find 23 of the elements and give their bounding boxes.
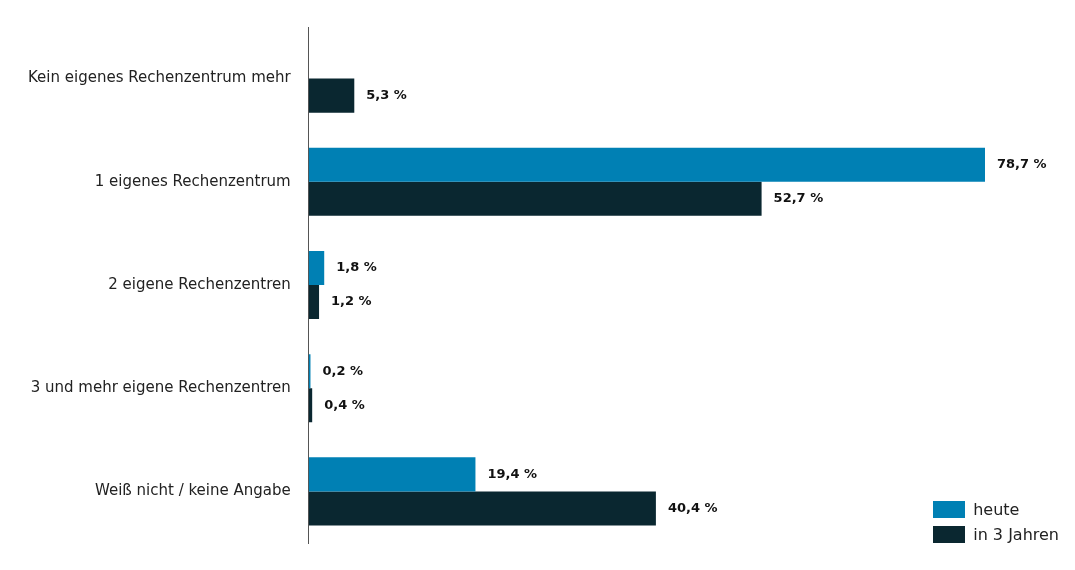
data-label: 78,7 % [997,156,1047,172]
bar [308,457,476,492]
data-label: 52,7 % [773,190,824,206]
legend-label: heute [973,500,1020,519]
bar [308,250,325,285]
bar [308,285,320,320]
data-label: 1,2 % [331,293,372,309]
bar [308,78,355,113]
data-label: 40,4 % [667,499,718,515]
data-label: 0,4 % [324,396,365,412]
bar [308,147,985,182]
y-tick-label: 3 und mehr eigene Rechenzentren [30,378,291,397]
y-tick-label: Weiß nicht / keine Angabe [95,481,291,500]
bar [308,491,656,526]
y-tick-label: 2 eigene Rechenzentren [108,274,291,293]
y-tick-label: 1 eigenes Rechenzentrum [94,171,291,190]
legend-label: in 3 Jahren [973,525,1059,544]
data-label: 19,4 % [487,465,538,481]
data-label: 5,3 % [366,87,407,102]
bar [308,181,762,216]
data-label: 0,2 % [322,362,364,378]
y-tick-label: Kein eigenes Rechenzentrum mehr [28,68,292,87]
data-label: 1,8 % [336,259,377,275]
